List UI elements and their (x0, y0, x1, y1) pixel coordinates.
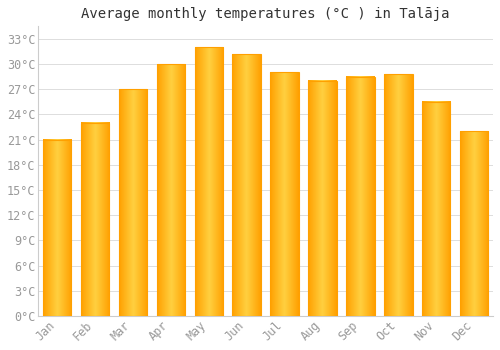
Bar (156, 64, 185, 316)
Bar (43, 140, 72, 316)
Bar (460, 131, 488, 316)
Bar (270, 72, 299, 316)
Bar (346, 77, 374, 316)
Bar (422, 102, 450, 316)
Bar (384, 74, 412, 316)
Bar (308, 81, 336, 316)
Title: Average monthly temperatures (°C ) in Talāja: Average monthly temperatures (°C ) in Ta… (82, 7, 450, 21)
Bar (232, 54, 261, 316)
Bar (81, 123, 110, 316)
Bar (194, 47, 223, 316)
Bar (119, 89, 147, 316)
